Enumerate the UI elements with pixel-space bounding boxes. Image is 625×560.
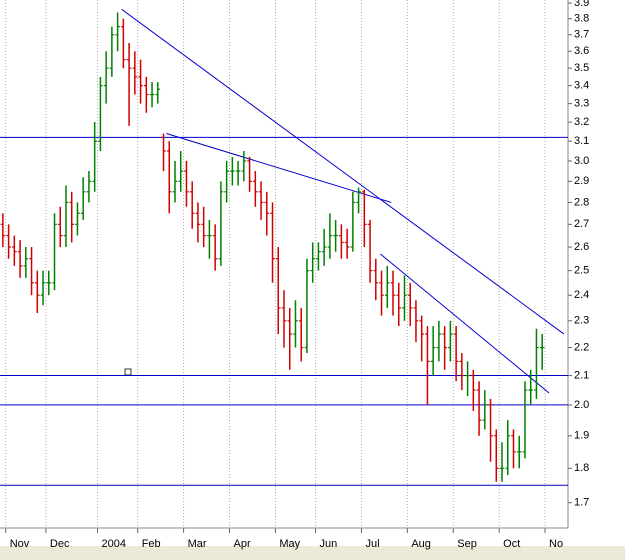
x-tick-label: Aug (411, 538, 431, 550)
x-tick-label: Feb (142, 538, 161, 550)
y-tick-label: 2.4 (574, 289, 589, 301)
y-tick-label: 2.2 (574, 341, 589, 353)
y-tick-label: 3.5 (574, 62, 589, 74)
y-tick-label: 1.9 (574, 430, 589, 442)
x-tick-label: Mar (188, 538, 207, 550)
y-tick-label: 2.1 (574, 369, 589, 381)
x-tick-label: Jul (365, 538, 379, 550)
x-tick-label: Jun (320, 538, 338, 550)
y-tick-label: 1.8 (574, 462, 589, 474)
trend-line (121, 8, 565, 335)
x-tick-label: Oct (503, 538, 520, 550)
y-tick-label: 3.1 (574, 135, 589, 147)
x-tick-label: 2004 (102, 538, 126, 550)
x-tick-label: May (279, 538, 300, 550)
y-tick-label: 3.9 (574, 0, 589, 9)
y-tick-label: 2.6 (574, 241, 589, 253)
y-tick-label: 3.8 (574, 13, 589, 25)
x-tick-label: Dec (50, 538, 70, 550)
y-tick-label: 2.5 (574, 265, 589, 277)
y-tick-label: 3.0 (574, 155, 589, 167)
y-tick-label: 3.6 (574, 45, 589, 57)
trend-line (166, 133, 392, 203)
y-tick-label: 3.3 (574, 98, 589, 110)
y-tick-label: 2.0 (574, 399, 589, 411)
y-tick-label: 2.3 (574, 315, 589, 327)
scrollbar (0, 546, 625, 560)
x-tick-label: Apr (233, 538, 250, 550)
y-tick-label: 1.7 (574, 497, 589, 509)
marker-box (124, 368, 132, 376)
y-tick-label: 3.7 (574, 29, 589, 41)
x-tick-label: No (549, 538, 563, 550)
x-tick-label: Nov (10, 538, 30, 550)
x-tick-label: Sep (457, 538, 477, 550)
y-tick-label: 2.9 (574, 175, 589, 187)
y-tick-label: 3.2 (574, 116, 589, 128)
y-tick-label: 2.7 (574, 218, 589, 230)
y-tick-label: 2.8 (574, 196, 589, 208)
trend-line (380, 253, 550, 394)
y-tick-label: 3.4 (574, 80, 589, 92)
